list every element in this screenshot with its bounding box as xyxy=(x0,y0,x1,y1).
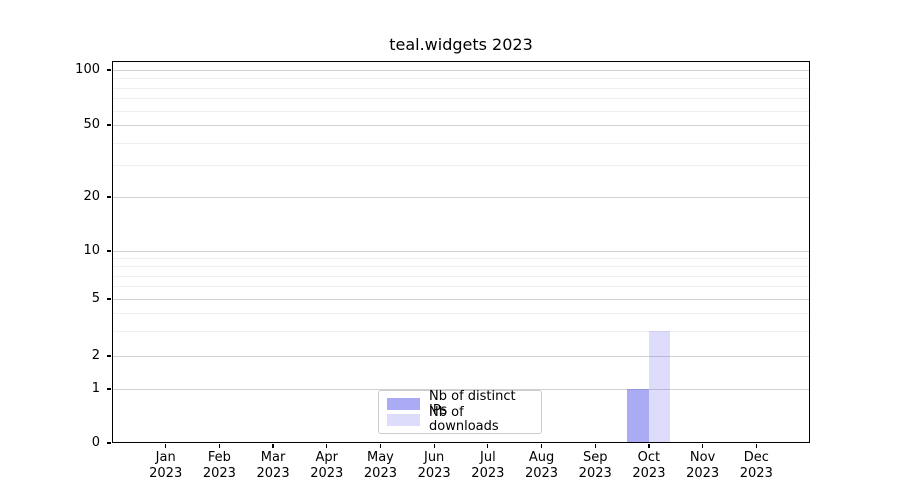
x-tick-label: Jul 2023 xyxy=(471,450,505,481)
x-tick-label: Jun 2023 xyxy=(417,450,451,481)
chart-title: teal.widgets 2023 xyxy=(389,35,533,54)
minor-gridline xyxy=(113,286,809,288)
x-tick-label: Nov 2023 xyxy=(686,450,720,481)
minor-gridline xyxy=(113,330,809,332)
y-tick-mark xyxy=(107,298,111,300)
y-tick-label: 100 xyxy=(75,62,100,77)
major-gridline xyxy=(113,251,809,252)
x-tick-label: Dec 2023 xyxy=(739,450,773,481)
y-tick-mark xyxy=(107,124,111,126)
minor-gridline xyxy=(113,266,809,268)
minor-gridline xyxy=(113,87,809,89)
x-tick-mark xyxy=(594,444,596,448)
x-tick-mark xyxy=(755,444,757,448)
x-tick-mark xyxy=(702,444,704,448)
y-tick-label: 5 xyxy=(91,291,100,306)
x-tick-label: Aug 2023 xyxy=(524,450,559,481)
x-tick-mark xyxy=(272,444,274,448)
x-tick-label: Mar 2023 xyxy=(256,450,290,481)
x-tick-mark xyxy=(165,444,167,448)
x-tick-label: May 2023 xyxy=(363,450,397,481)
y-tick-label: 50 xyxy=(83,117,100,132)
minor-gridline xyxy=(113,312,809,314)
x-tick-mark xyxy=(487,444,489,448)
plot-area xyxy=(112,61,810,443)
y-tick-mark xyxy=(107,196,111,198)
major-gridline xyxy=(113,125,809,126)
y-tick-label: 10 xyxy=(83,243,100,258)
minor-gridline xyxy=(113,98,809,100)
y-tick-mark xyxy=(107,250,111,252)
bar-oct-nb-of-downloads xyxy=(648,330,671,443)
x-tick-mark xyxy=(326,444,328,448)
minor-gridline xyxy=(113,78,809,80)
y-tick-mark xyxy=(107,69,111,71)
y-tick-label: 0 xyxy=(91,435,100,450)
legend-swatch-downloads xyxy=(387,414,420,426)
major-gridline xyxy=(113,356,809,357)
legend-swatch-distinct-ips xyxy=(387,398,420,410)
y-tick-label: 1 xyxy=(91,381,100,396)
bar-oct-nb-of-distinct-ips xyxy=(627,389,649,443)
x-tick-mark xyxy=(540,444,543,448)
x-tick-mark xyxy=(648,444,650,448)
legend: Nb of distinct IPs Nb of downloads xyxy=(378,390,542,434)
minor-gridline xyxy=(113,258,809,260)
x-tick-mark xyxy=(433,444,435,448)
y-tick-mark xyxy=(107,388,111,390)
minor-gridline xyxy=(113,275,809,277)
legend-label-downloads: Nb of downloads xyxy=(429,405,499,434)
major-gridline xyxy=(113,389,809,390)
y-tick-mark xyxy=(107,442,111,444)
legend-item-distinct-ips: Nb of distinct IPs xyxy=(387,390,533,418)
x-tick-label: Oct 2023 xyxy=(632,450,666,481)
y-tick-mark xyxy=(107,355,111,357)
major-gridline xyxy=(113,299,809,300)
minor-gridline xyxy=(113,142,809,144)
x-tick-label: Feb 2023 xyxy=(202,450,236,481)
x-tick-mark xyxy=(379,444,382,448)
y-tick-label: 20 xyxy=(83,189,100,204)
x-tick-label: Jan 2023 xyxy=(149,450,183,481)
legend-item-downloads: Nb of downloads xyxy=(387,406,533,434)
minor-gridline xyxy=(113,110,809,112)
y-tick-label: 2 xyxy=(91,348,100,363)
x-tick-label: Sep 2023 xyxy=(578,450,612,481)
minor-gridline xyxy=(113,165,809,167)
major-gridline xyxy=(113,70,809,71)
major-gridline xyxy=(113,197,809,198)
legend-label-distinct-ips: Nb of distinct IPs xyxy=(429,389,516,418)
x-tick-mark xyxy=(218,444,220,448)
x-tick-label: Apr 2023 xyxy=(310,450,344,481)
